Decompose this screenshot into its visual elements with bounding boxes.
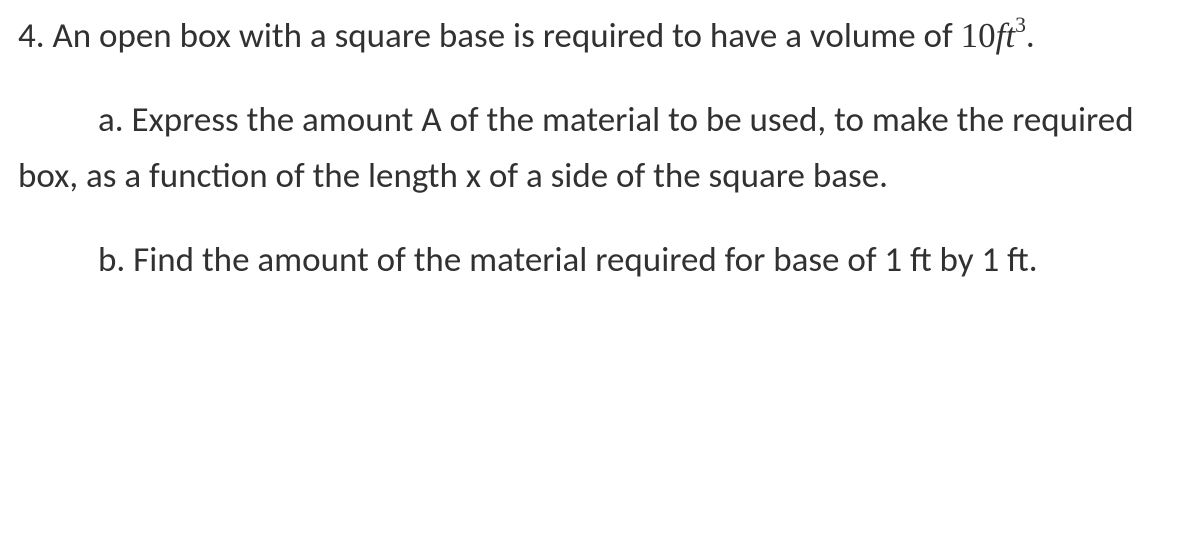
volume-var: ft: [996, 16, 1015, 55]
part-a: a. Express the amount A of the material …: [18, 92, 1182, 204]
part-a-label: a.: [98, 99, 124, 141]
part-b-text: Find the amount of the material required…: [125, 239, 1037, 281]
problem-intro: 4. An open box with a square base is req…: [18, 8, 1182, 64]
part-b-label: b.: [98, 239, 125, 281]
part-b: b. Find the amount of the material requi…: [18, 232, 1182, 288]
volume-expression: 10ft3: [961, 16, 1026, 55]
part-a-text: Express the amount A of the material to …: [18, 99, 1134, 197]
problem-number: 4.: [18, 15, 45, 57]
volume-exponent: 3: [1015, 13, 1026, 37]
document-page: 4. An open box with a square base is req…: [0, 0, 1200, 326]
intro-text-before: An open box with a square base is requir…: [45, 15, 961, 57]
intro-text-after: .: [1026, 15, 1035, 57]
volume-value: 10: [961, 16, 996, 55]
